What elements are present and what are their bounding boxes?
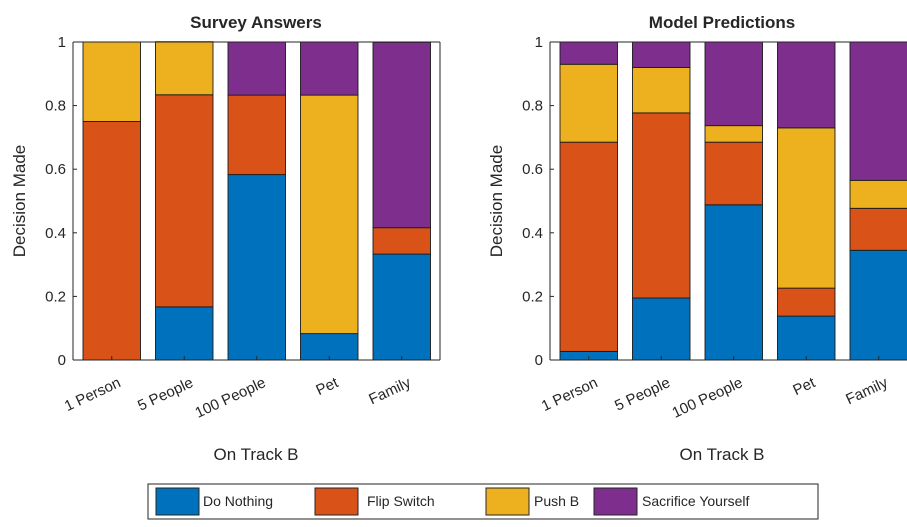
chart-title: Survey Answers <box>190 13 322 32</box>
bar-5-people-flip-switch <box>632 112 691 299</box>
bars <box>559 41 907 361</box>
y-axis-label: Decision Made <box>10 145 29 257</box>
bar-pet-sacrifice-yourself <box>300 41 359 96</box>
x-tick-label: Pet <box>313 374 341 399</box>
bar-5-people-flip-switch <box>155 94 214 308</box>
bar-family-do-nothing <box>372 253 431 361</box>
y-tick-label: 0.4 <box>522 225 543 242</box>
bar-100-people-do-nothing <box>227 174 286 361</box>
bar-5-people-push-b <box>155 41 214 96</box>
bar-100-people-flip-switch <box>704 141 763 206</box>
legend-label: Push B <box>534 493 579 509</box>
legend-entry-sacrifice-yourself: Sacrifice Yourself <box>593 487 750 516</box>
legend-swatch <box>593 487 638 516</box>
y-tick-label: 0.6 <box>522 161 543 178</box>
legend-label: Sacrifice Yourself <box>642 493 750 509</box>
bar-pet-push-b <box>777 127 836 289</box>
bar-1-person-push-b <box>82 41 141 122</box>
bar-family-flip-switch <box>372 227 431 255</box>
bar-5-people-sacrifice-yourself <box>632 41 691 68</box>
y-tick-label: 0.4 <box>45 225 66 242</box>
legend-label: Flip Switch <box>367 493 435 509</box>
bar-5-people-do-nothing <box>155 306 214 361</box>
bar-family-do-nothing <box>849 249 907 361</box>
bar-family-push-b <box>849 179 907 209</box>
x-tick-label: 100 People <box>192 374 268 421</box>
bar-100-people-flip-switch <box>227 94 286 176</box>
bar-pet-flip-switch <box>777 287 836 317</box>
y-tick-label: 0 <box>58 352 66 369</box>
legend: Do Nothing Flip Switch Push B Sacrifice … <box>147 483 819 520</box>
x-axis-label: On Track B <box>213 445 298 464</box>
x-tick-label: 5 People <box>135 374 196 414</box>
y-axis-label: Decision Made <box>487 145 506 257</box>
bar-100-people-push-b <box>704 125 763 143</box>
bar-1-person-flip-switch <box>559 141 618 352</box>
bar-pet-sacrifice-yourself <box>777 41 836 129</box>
bar-100-people-do-nothing <box>704 204 763 361</box>
bar-family-sacrifice-yourself <box>849 41 907 181</box>
bar-5-people-push-b <box>632 66 691 114</box>
y-tick-label: 0.8 <box>522 98 543 115</box>
x-tick-label: 100 People <box>669 374 745 421</box>
legend-entry-push-b: Push B <box>485 487 579 516</box>
bar-pet-do-nothing <box>777 315 836 361</box>
y-tick-label: 0 <box>535 352 543 369</box>
bar-1-person-sacrifice-yourself <box>559 41 618 65</box>
legend-swatch <box>314 487 359 516</box>
bar-100-people-sacrifice-yourself <box>704 41 763 127</box>
y-tick-label: 0.2 <box>522 288 543 305</box>
legend-box <box>147 483 819 520</box>
y-tick-label: 0.2 <box>45 288 66 305</box>
chart-title: Model Predictions <box>649 13 795 32</box>
x-tick-label: 1 Person <box>62 374 124 415</box>
bar-pet-do-nothing <box>300 333 359 361</box>
x-tick-label: 1 Person <box>539 374 601 415</box>
y-tick-label: 0.6 <box>45 161 66 178</box>
y-tick-label: 1 <box>58 34 66 51</box>
bar-family-flip-switch <box>849 207 907 251</box>
y-tick-label: 1 <box>535 34 543 51</box>
x-tick-label: Family <box>843 374 891 408</box>
legend-label: Do Nothing <box>203 493 273 509</box>
x-tick-label: 5 People <box>612 374 673 414</box>
bar-family-sacrifice-yourself <box>372 41 431 229</box>
model-predictions-chart: Model Predictions On Track B Decision Ma… <box>487 13 907 464</box>
bar-5-people-do-nothing <box>632 297 691 361</box>
legend-entry-do-nothing: Do Nothing <box>155 487 273 516</box>
survey-answers-chart: Survey Answers On Track B Decision Made … <box>10 13 441 464</box>
legend-entry-flip-switch: Flip Switch <box>314 487 435 516</box>
bar-1-person-flip-switch <box>82 121 141 361</box>
y-tick-label: 0.8 <box>45 98 66 115</box>
bar-100-people-sacrifice-yourself <box>227 41 286 96</box>
legend-swatch <box>155 487 200 516</box>
bar-pet-push-b <box>300 94 359 335</box>
x-axis-label: On Track B <box>679 445 764 464</box>
bars <box>82 41 431 361</box>
legend-swatch <box>485 487 530 516</box>
x-tick-label: Pet <box>790 374 818 399</box>
bar-1-person-push-b <box>559 63 618 143</box>
x-tick-label: Family <box>366 374 414 408</box>
